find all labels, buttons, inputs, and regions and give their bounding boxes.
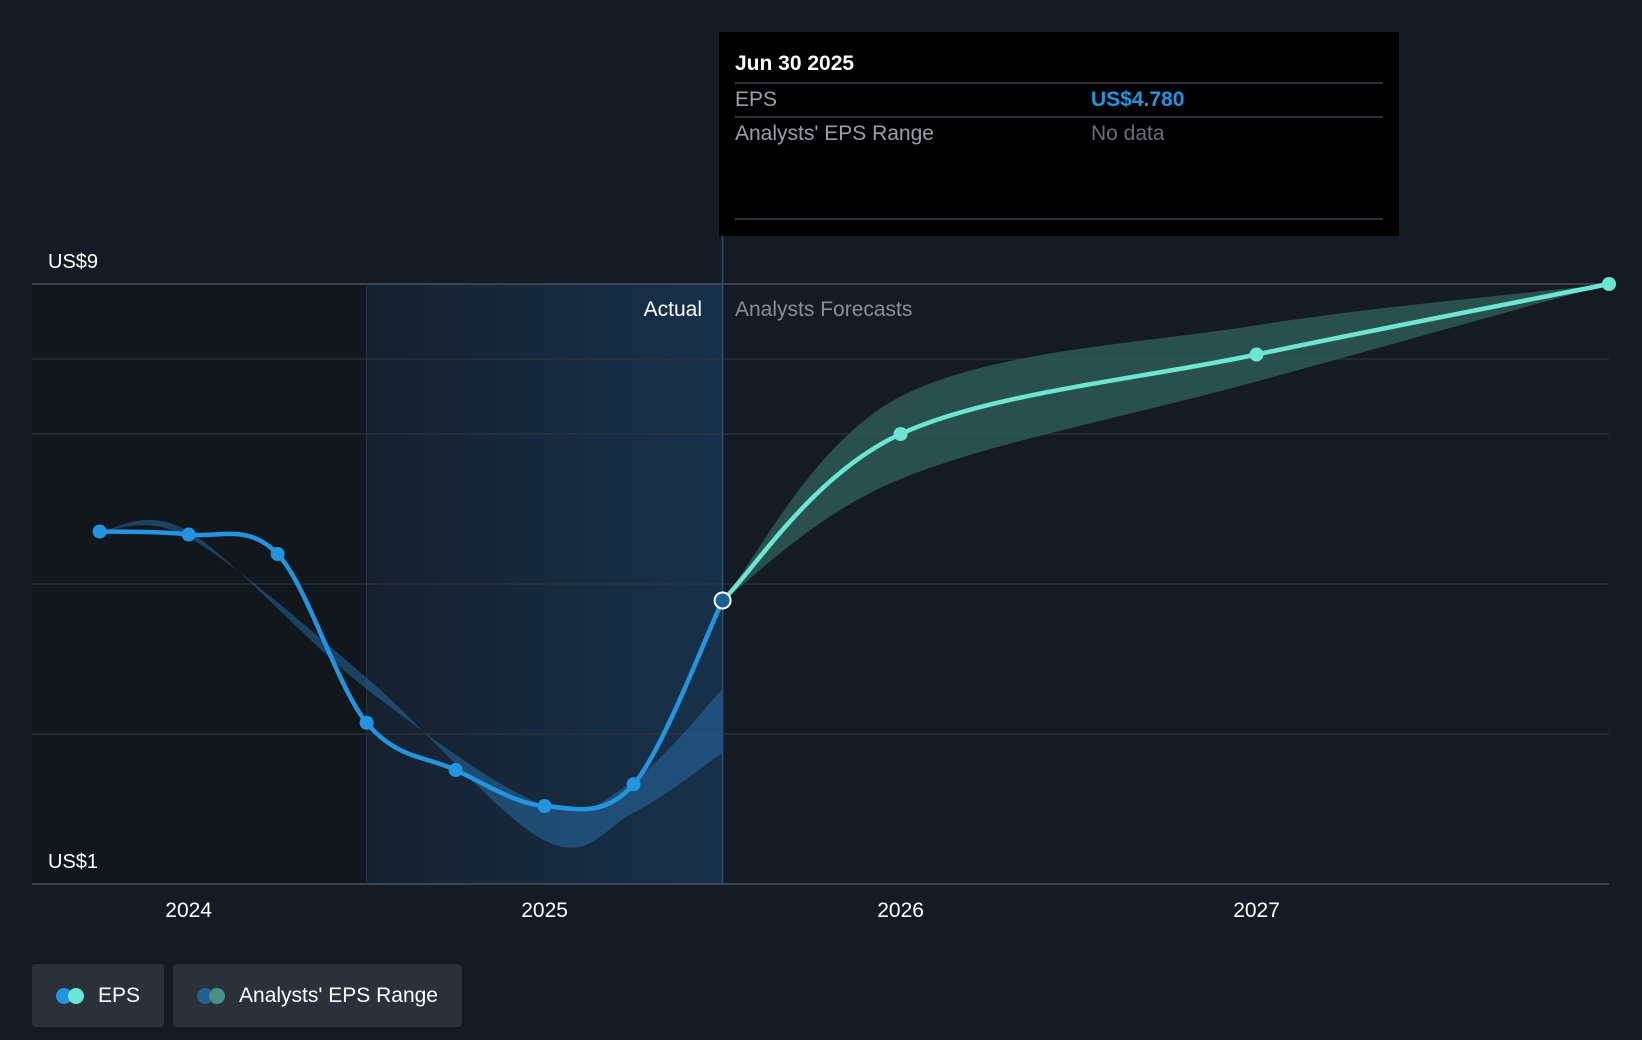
y-label-bottom: US$1 [48,851,98,873]
x-tick-label: 2027 [1233,899,1280,922]
tooltip-range-value: No data [1091,122,1165,145]
eps-point-forecast[interactable] [1602,277,1616,291]
legend: EPS Analysts' EPS Range [32,964,462,1027]
tooltip-eps-value: US$4.780 [1091,88,1184,111]
range-legend-dots-icon [197,987,226,1004]
tooltip-eps-label: EPS [735,88,777,111]
y-label-top: US$9 [48,251,98,273]
actual-label: Actual [644,298,702,321]
eps-legend-dots-icon [56,987,84,1004]
eps-range-area-forecast [722,284,1609,601]
eps-point-forecast[interactable] [893,427,908,441]
legend-label-eps: EPS [98,983,141,1007]
x-axis-ticks: 2024 2025 2026 2027 [165,899,1280,922]
legend-item-eps-range[interactable]: Analysts' EPS Range [173,964,462,1027]
eps-point-actual[interactable] [626,777,641,792]
legend-item-eps[interactable]: EPS [32,964,165,1027]
eps-point-actual[interactable] [537,799,552,813]
tooltip-background [719,32,1399,236]
eps-point-forecast[interactable] [1249,347,1264,362]
eps-point-actual[interactable] [448,763,463,777]
x-tick-label: 2026 [877,899,924,922]
eps-point-actual[interactable] [270,547,285,561]
gridlines [32,283,1609,885]
tooltip-range-label: Analysts' EPS Range [735,122,934,145]
eps-range-areas [99,284,1609,848]
x-tick-label: 2025 [521,899,568,922]
eps-point-actual[interactable] [92,524,107,539]
tooltip: Jun 30 2025 EPS US$4.780 Analysts' EPS R… [719,32,1399,236]
eps-point-actual[interactable] [359,715,374,730]
x-tick-label: 2024 [165,899,212,922]
eps-point-actual[interactable] [181,527,196,542]
legend-label-eps-range: Analysts' EPS Range [239,983,438,1007]
eps-line-forecast [720,281,1612,603]
forecast-label: Analysts Forecasts [735,298,912,321]
eps-points[interactable] [92,277,1616,813]
selected-eps-point[interactable] [713,591,732,610]
tooltip-date: Jun 30 2025 [735,52,854,75]
